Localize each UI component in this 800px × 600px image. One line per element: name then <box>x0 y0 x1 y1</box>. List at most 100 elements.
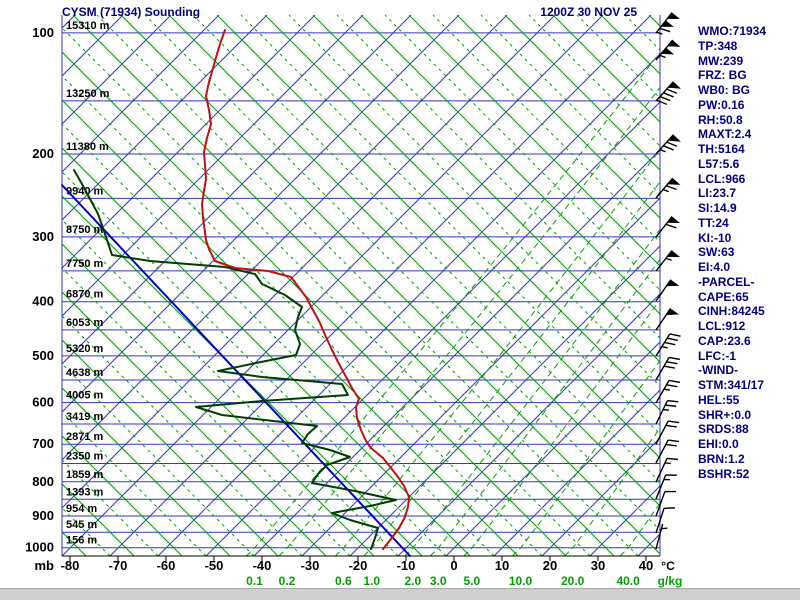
temp-tick-label: -50 <box>205 558 224 573</box>
height-label: 2350 m <box>66 450 104 462</box>
height-label: 3419 m <box>66 411 104 423</box>
height-label: 13250 m <box>66 88 110 100</box>
dry-adiabat-line <box>62 339 279 556</box>
wind-barb <box>655 420 680 445</box>
chart-datetime: 1200Z 30 NOV 25 <box>540 5 637 19</box>
isotherm-line <box>62 15 412 365</box>
moist-adiabat-line <box>576 15 660 99</box>
stat-line: LI:23.7 <box>698 186 737 201</box>
height-label: 15310 m <box>66 20 110 32</box>
wind-barb <box>655 216 681 238</box>
isotherm-line <box>493 389 660 556</box>
height-label: 954 m <box>66 503 97 515</box>
wind-barb <box>655 333 681 357</box>
isotherm-line <box>349 245 660 556</box>
temp-tick-label: -60 <box>157 558 176 573</box>
mixing-ratio-line <box>512 359 660 556</box>
isotherm-line <box>0 15 27 556</box>
isotherm-line <box>62 15 172 125</box>
stat-line: LFC:-1 <box>698 348 736 363</box>
wind-barb <box>655 177 681 199</box>
temp-tick-label: 30 <box>591 558 605 573</box>
moist-adiabat-line <box>384 15 660 291</box>
dry-adiabat-line <box>62 195 423 556</box>
wind-barb <box>655 507 676 534</box>
moist-adiabat-line <box>62 459 159 556</box>
mixing-ratio-tick-label: 2.0 <box>404 574 421 588</box>
isotherm-line <box>541 437 660 556</box>
chart-title: CYSM (71934) Sounding <box>62 5 201 19</box>
stat-line: TT:24 <box>698 215 729 230</box>
wind-barb <box>655 490 676 517</box>
dry-adiabat-line <box>62 99 519 556</box>
moist-adiabat-line <box>240 15 660 435</box>
mixing-ratio-line <box>619 502 660 556</box>
dry-adiabat-line <box>62 51 567 556</box>
mixing-axis-unit-label: g/kg <box>658 574 683 588</box>
height-label: 7750 m <box>66 258 104 270</box>
stat-line: BSHR:52 <box>698 466 750 481</box>
stat-line: -PARCEL- <box>698 274 755 289</box>
height-label: 6870 m <box>66 289 104 301</box>
stat-line: KI:-10 <box>698 230 732 245</box>
moist-adiabat-line <box>62 411 207 556</box>
stat-line: SRDS:88 <box>698 422 749 437</box>
stat-line: MW:239 <box>698 53 744 68</box>
stat-line: CAPE:65 <box>698 289 749 304</box>
temp-tick-label: 20 <box>543 558 557 573</box>
temp-tick-label: -80 <box>61 558 80 573</box>
stat-line: CINH:84245 <box>698 304 765 319</box>
stat-line: HEL:55 <box>698 392 740 407</box>
dry-adiabat-line <box>216 15 660 459</box>
moist-adiabat-line <box>62 363 255 556</box>
dry-adiabat-line <box>264 15 660 411</box>
pressure-tick-label: 900 <box>32 508 54 523</box>
stat-line: TH:5164 <box>698 142 745 156</box>
mixing-ratio-line <box>278 86 660 556</box>
moist-adiabat-line <box>144 15 660 531</box>
stat-line: L57:5.6 <box>698 156 740 171</box>
moist-adiabat-line <box>62 171 447 556</box>
mixing-ratio-tick-label: 20.0 <box>561 574 585 588</box>
isotherm-line <box>445 341 660 556</box>
dry-adiabat-line <box>408 15 660 267</box>
dry-adiabat-line <box>552 15 660 123</box>
stat-line: FRZ: BG <box>698 68 747 83</box>
temp-tick-label: -30 <box>301 558 320 573</box>
height-label: 545 m <box>66 519 97 531</box>
isotherm-line <box>62 15 556 509</box>
stat-line: MAXT:2.4 <box>698 127 752 142</box>
dry-adiabat-line <box>62 243 375 556</box>
mixing-ratio-tick-label: 5.0 <box>464 574 481 588</box>
wind-barb <box>655 399 679 425</box>
wind-barb <box>655 439 680 464</box>
isotherm-line <box>397 293 660 556</box>
dewpoint-trace <box>73 169 397 550</box>
wind-barb <box>655 308 679 331</box>
pressure-tick-label: 500 <box>32 348 54 363</box>
height-label: 4005 m <box>66 390 104 402</box>
dry-adiabat-line <box>62 435 183 556</box>
dry-adiabat-line <box>120 15 660 555</box>
temp-tick-label: 40 <box>639 558 653 573</box>
parcel-trace <box>61 184 411 557</box>
stat-line: EHI:0.0 <box>698 437 739 451</box>
temp-axis-unit-label: °C <box>661 559 675 573</box>
height-label: 8750 m <box>66 224 104 236</box>
stats-panel: WMO:71934 TP:348 MW:239 FRZ: BG WB0: BG PW:0.… <box>698 24 766 481</box>
isotherm-line <box>589 485 660 556</box>
mixing-ratio-tick-label: 3.0 <box>430 574 447 588</box>
stat-line: RH:50.8 <box>698 112 743 127</box>
temp-tick-label: 10 <box>495 558 509 573</box>
moist-adiabat-line <box>62 315 303 556</box>
stat-line: LCL:966 <box>698 171 746 186</box>
stat-line: WB0: BG <box>698 83 750 97</box>
isotherm-line <box>157 53 660 556</box>
dry-adiabat-line <box>312 15 660 363</box>
isotherm-line <box>62 15 268 221</box>
isotherm-line <box>62 15 604 556</box>
dry-adiabat-line <box>360 15 660 315</box>
stat-line: -WIND- <box>698 363 738 378</box>
wind-barb <box>655 250 681 272</box>
